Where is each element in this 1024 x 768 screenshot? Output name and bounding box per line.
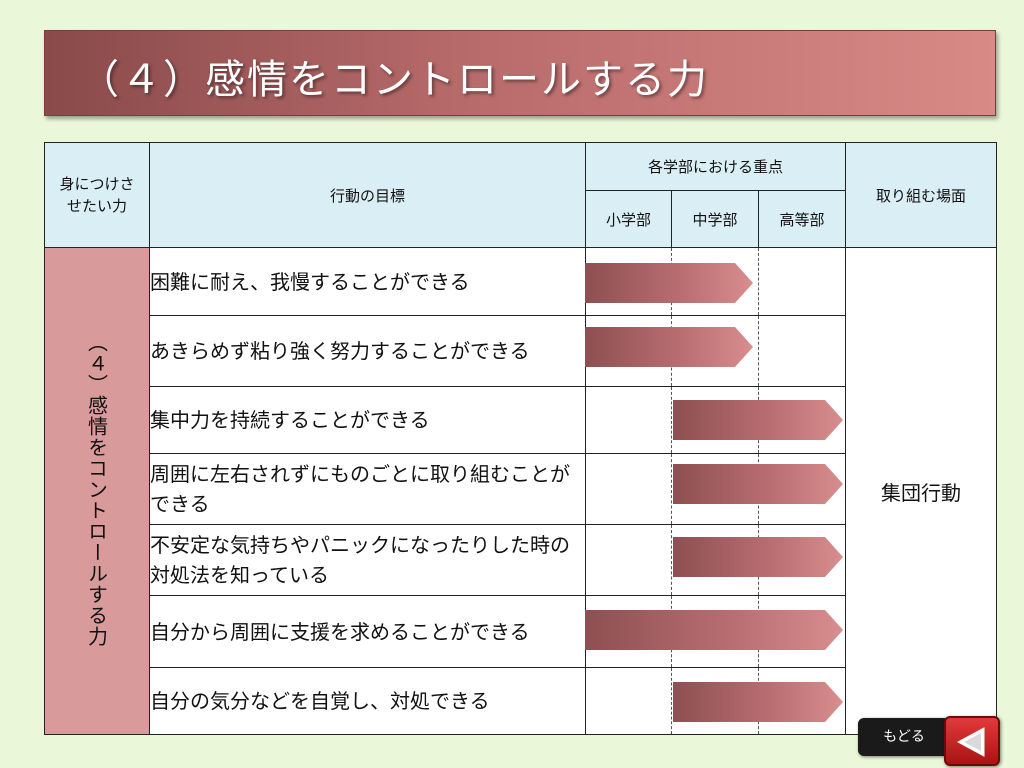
phase-junior-high — [671, 386, 759, 454]
goal-cell: 困難に耐え、我慢することができる — [149, 247, 586, 316]
header-scene: 取り組む場面 — [845, 142, 998, 248]
phase-junior-high — [671, 453, 759, 525]
header-focus-group: 各学部における重点 — [584, 142, 847, 191]
phase-elementary — [585, 667, 672, 735]
phase-junior-high — [671, 667, 759, 735]
table-row: （４）感情をコントロールする力 困難に耐え、我慢することができる 集団行動 — [44, 247, 998, 735]
phase-junior-high — [671, 247, 759, 316]
phase-elementary — [585, 595, 672, 668]
phase-high — [757, 524, 847, 596]
subheader-row: 小学部 中学部 高等部 — [45, 190, 997, 248]
header-elementary: 小学部 — [585, 190, 672, 248]
phase-elementary — [585, 524, 672, 596]
phase-high — [757, 315, 847, 387]
phase-junior-high — [671, 595, 759, 668]
goal-cell: 集中力を持続することができる — [149, 386, 586, 454]
goal-cell: あきらめず粘り強く努力することができる — [149, 315, 586, 387]
phase-high — [757, 247, 847, 316]
goals-table: 身につけさせたい力 行動の目標 各学部における重点 取り組む場面 小学部 中学部… — [44, 142, 998, 735]
header-skill: 身につけさせたい力 — [44, 142, 150, 248]
header-junior-high: 中学部 — [671, 190, 759, 248]
category-cell: （４）感情をコントロールする力 — [44, 247, 150, 735]
goal-cell: 不安定な気持ちやパニックになったりした時の対処法を知っている — [149, 524, 586, 596]
page-title: （４）感情をコントロールする力 — [79, 57, 709, 103]
phase-high — [757, 386, 847, 454]
phase-high — [757, 667, 847, 735]
scene-cell: 集団行動 — [845, 247, 998, 735]
header-row: 身につけさせたい力 行動の目標 各学部における重点 取り組む場面 — [44, 142, 998, 248]
phase-elementary — [585, 315, 672, 387]
header-high: 高等部 — [757, 190, 847, 248]
title-bar: （４）感情をコントロールする力 — [44, 30, 996, 116]
header-goal: 行動の目標 — [149, 142, 586, 248]
category-label: （４）感情をコントロールする力 — [84, 331, 109, 647]
back-navigation: もどる — [858, 716, 1008, 766]
table-row: 集中力を持続することができる — [45, 386, 997, 454]
phase-junior-high — [671, 524, 759, 596]
phase-elementary — [585, 386, 672, 454]
phase-elementary — [585, 247, 672, 316]
back-button[interactable] — [944, 716, 1000, 766]
phase-elementary — [585, 453, 672, 525]
phase-junior-high — [671, 315, 759, 387]
goal-cell: 周囲に左右されずにものごとに取り組むことができる — [149, 453, 586, 525]
phase-high — [757, 595, 847, 668]
goal-cell: 自分の気分などを自覚し、対処できる — [149, 667, 586, 735]
goal-cell: 自分から周囲に支援を求めることができる — [149, 595, 586, 668]
back-label[interactable]: もどる — [858, 718, 950, 756]
triangle-left-icon — [956, 727, 985, 757]
phase-high — [757, 453, 847, 525]
